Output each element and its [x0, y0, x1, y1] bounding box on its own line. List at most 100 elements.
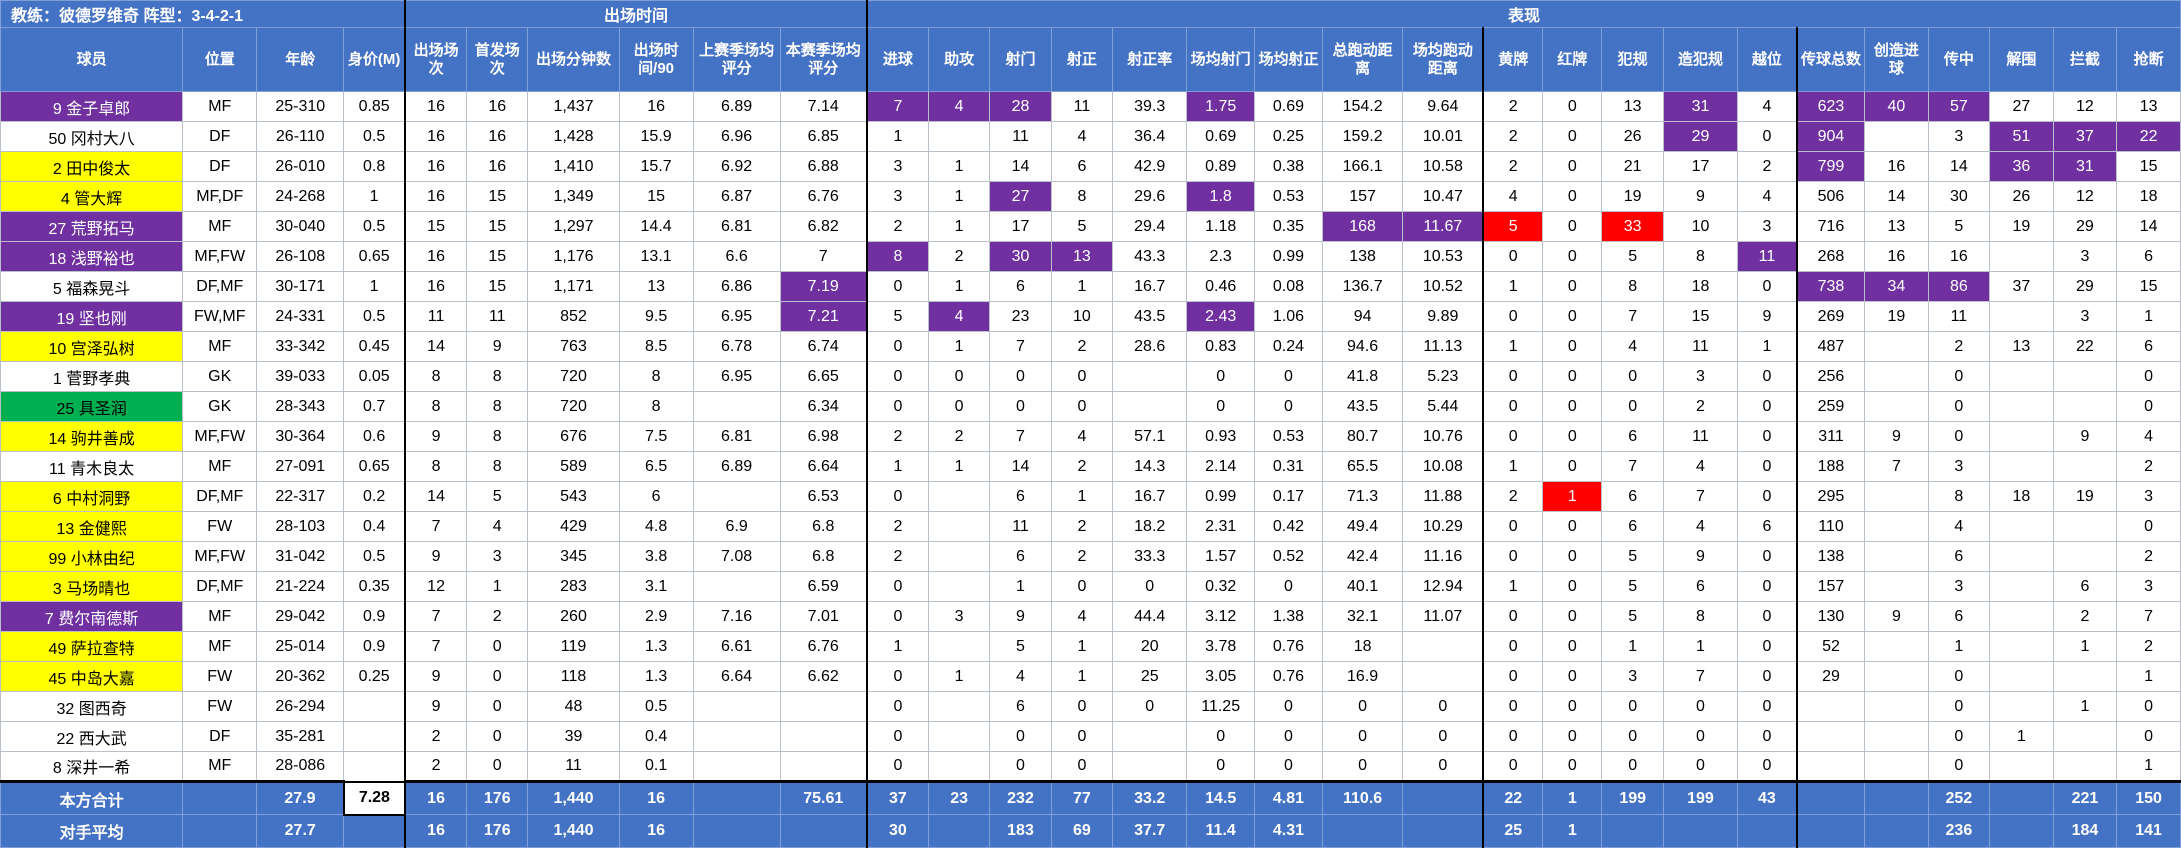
stat-cell[interactable]: 1: [2052, 691, 2118, 722]
stat-cell[interactable]: 19: [2052, 481, 2118, 512]
stat-cell[interactable]: 4: [1050, 421, 1114, 452]
stat-cell[interactable]: 37: [2052, 121, 2118, 152]
stat-cell[interactable]: 0.25: [1254, 121, 1323, 152]
stat-cell[interactable]: 6.34: [779, 391, 868, 422]
stat-cell[interactable]: 6.87: [692, 181, 781, 212]
stat-cell[interactable]: 11: [404, 301, 468, 332]
stat-cell[interactable]: [1864, 751, 1929, 782]
stat-cell[interactable]: 10.47: [1402, 181, 1485, 212]
stat-cell[interactable]: 37: [1989, 271, 2054, 302]
stat-cell[interactable]: 31-042: [256, 541, 345, 572]
stat-cell[interactable]: 3: [2052, 241, 2118, 272]
stat-cell[interactable]: 6: [2116, 241, 2181, 272]
stat-cell[interactable]: 7: [2116, 601, 2181, 632]
stat-cell[interactable]: 0: [1112, 571, 1188, 602]
stat-cell[interactable]: 2: [2116, 451, 2181, 482]
stat-cell[interactable]: 18: [1989, 481, 2054, 512]
stat-cell[interactable]: 3: [2052, 301, 2118, 332]
stat-cell[interactable]: 429: [527, 511, 620, 542]
stat-cell[interactable]: 1.57: [1186, 541, 1256, 572]
stat-cell[interactable]: [1864, 331, 1929, 362]
stat-cell[interactable]: 22: [2116, 121, 2181, 152]
stat-cell[interactable]: 6: [1927, 541, 1991, 572]
stat-cell[interactable]: 43.5: [1321, 391, 1404, 422]
summary-stat-cell[interactable]: [1864, 780, 1929, 815]
stat-cell[interactable]: 41.8: [1321, 361, 1404, 392]
stat-cell[interactable]: [1989, 361, 2054, 392]
stat-cell[interactable]: MF: [182, 451, 258, 482]
stat-cell[interactable]: 0.35: [343, 571, 407, 602]
stat-cell[interactable]: 799: [1796, 151, 1866, 182]
player-name-cell[interactable]: 1 菅野孝典: [0, 361, 184, 392]
stat-cell[interactable]: 1: [1050, 271, 1114, 302]
stat-cell[interactable]: 0: [1482, 661, 1544, 692]
column-header[interactable]: 出场场次: [404, 27, 468, 92]
stat-cell[interactable]: 18: [1662, 271, 1739, 302]
stat-cell[interactable]: 4: [1050, 121, 1114, 152]
stat-cell[interactable]: 35-281: [256, 721, 345, 752]
stat-cell[interactable]: [1112, 751, 1188, 782]
stat-cell[interactable]: [1864, 121, 1929, 152]
stat-cell[interactable]: 4: [1601, 331, 1664, 362]
stat-cell[interactable]: 0: [1542, 331, 1603, 362]
stat-cell[interactable]: 28-086: [256, 751, 345, 782]
stat-cell[interactable]: 5: [1601, 541, 1664, 572]
stat-cell[interactable]: 16: [618, 91, 694, 122]
stat-cell[interactable]: 6: [2116, 331, 2181, 362]
stat-cell[interactable]: 0: [1542, 211, 1603, 242]
stat-cell[interactable]: 4: [989, 661, 1052, 692]
stat-cell[interactable]: [1864, 571, 1929, 602]
stat-cell[interactable]: 0.25: [343, 661, 407, 692]
stat-cell[interactable]: 16.7: [1112, 271, 1188, 302]
stat-cell[interactable]: [1989, 451, 2054, 482]
stat-cell[interactable]: 159.2: [1321, 121, 1404, 152]
summary-stat-cell[interactable]: 4.31: [1254, 814, 1323, 848]
stat-cell[interactable]: 1: [1601, 631, 1664, 662]
stat-cell[interactable]: 0: [866, 721, 929, 752]
stat-cell[interactable]: 28-103: [256, 511, 345, 542]
stat-cell[interactable]: 0.5: [343, 541, 407, 572]
stat-cell[interactable]: 0: [1482, 601, 1544, 632]
summary-stat-cell[interactable]: 183: [989, 814, 1052, 848]
summary-stat-cell[interactable]: 43: [1737, 780, 1798, 815]
stat-cell[interactable]: FW: [182, 691, 258, 722]
stat-cell[interactable]: [1989, 541, 2054, 572]
stat-cell[interactable]: 0: [1254, 391, 1323, 422]
stat-cell[interactable]: 0: [866, 751, 929, 782]
summary-stat-cell[interactable]: 23: [927, 780, 991, 815]
stat-cell[interactable]: 110: [1796, 511, 1866, 542]
stat-cell[interactable]: 269: [1796, 301, 1866, 332]
player-name-cell[interactable]: 50 冈村大八: [0, 121, 184, 152]
stat-cell[interactable]: 2: [2116, 541, 2181, 572]
stat-cell[interactable]: 4: [2116, 421, 2181, 452]
column-header[interactable]: 传球总数: [1796, 27, 1866, 92]
stat-cell[interactable]: 13: [618, 271, 694, 302]
stat-cell[interactable]: 7: [404, 511, 468, 542]
stat-cell[interactable]: 2: [1482, 91, 1544, 122]
column-header[interactable]: 首发场次: [466, 27, 529, 92]
stat-cell[interactable]: 6.61: [692, 631, 781, 662]
stat-cell[interactable]: [2052, 721, 2118, 752]
player-name-cell[interactable]: 4 管大辉: [0, 181, 184, 212]
player-name-cell[interactable]: 45 中岛大嘉: [0, 661, 184, 692]
stat-cell[interactable]: 7.21: [779, 301, 868, 332]
stat-cell[interactable]: 6: [1601, 511, 1664, 542]
stat-cell[interactable]: 8: [466, 421, 529, 452]
summary-stat-cell[interactable]: [1601, 814, 1664, 848]
summary-stat-cell[interactable]: 141: [2116, 814, 2181, 848]
stat-cell[interactable]: 5: [866, 301, 929, 332]
stat-cell[interactable]: 0: [1737, 361, 1798, 392]
stat-cell[interactable]: 0: [466, 721, 529, 752]
stat-cell[interactable]: 0.85: [343, 91, 407, 122]
stat-cell[interactable]: 16: [1864, 151, 1929, 182]
summary-stat-cell[interactable]: 176: [466, 780, 529, 815]
stat-cell[interactable]: 6.6: [692, 241, 781, 272]
stat-cell[interactable]: [927, 121, 991, 152]
stat-cell[interactable]: 0.38: [1254, 151, 1323, 182]
stat-cell[interactable]: 0: [2116, 391, 2181, 422]
summary-stat-cell[interactable]: 33.2: [1112, 780, 1188, 815]
stat-cell[interactable]: 6.64: [692, 661, 781, 692]
stat-cell[interactable]: 6.95: [692, 361, 781, 392]
stat-cell[interactable]: 2: [466, 601, 529, 632]
stat-cell[interactable]: 0.5: [343, 211, 407, 242]
